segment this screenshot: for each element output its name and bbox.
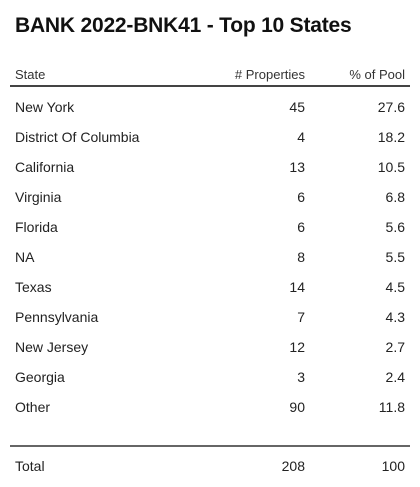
total-pool: 100: [381, 458, 405, 474]
table-row: Texas 14 4.5: [10, 273, 410, 303]
properties-cell: 13: [289, 159, 305, 175]
properties-cell: 8: [297, 249, 305, 265]
table-row: Florida 6 5.6: [10, 213, 410, 243]
header-pool: % of Pool: [349, 67, 405, 82]
table-body: New York 45 27.6 District Of Columbia 4 18.2 C…: [10, 87, 410, 423]
properties-cell: 6: [297, 189, 305, 205]
properties-cell: 7: [297, 309, 305, 325]
states-table: State # Properties % of Pool New York 45 2…: [10, 64, 410, 423]
table-row: Other 90 11.8: [10, 393, 410, 423]
table-header-row: State # Properties % of Pool: [10, 64, 410, 87]
state-cell: California: [15, 159, 75, 175]
state-cell: Pennsylvania: [15, 309, 99, 325]
total-divider: [10, 445, 410, 447]
table-row: NA 8 5.5: [10, 243, 410, 273]
total-properties: 208: [281, 458, 305, 474]
pool-cell: 11.8: [378, 399, 405, 415]
properties-cell: 14: [289, 279, 305, 295]
properties-cell: 6: [297, 219, 305, 235]
state-cell: Georgia: [15, 369, 65, 385]
table-row: New York 45 27.6: [10, 93, 410, 123]
properties-cell: 3: [297, 369, 305, 385]
header-state: State: [15, 67, 46, 82]
pool-cell: 5.6: [385, 219, 405, 235]
table-row: Pennsylvania 7 4.3: [10, 303, 410, 333]
pool-cell: 6.8: [385, 189, 405, 205]
chart-title: BANK 2022-BNK41 - Top 10 States: [15, 14, 352, 37]
pool-cell: 4.5: [385, 279, 405, 295]
pool-cell: 5.5: [385, 249, 405, 265]
pool-cell: 10.5: [377, 159, 405, 175]
pool-cell: 4.3: [385, 309, 405, 325]
table-row: District Of Columbia 4 18.2: [10, 123, 410, 153]
properties-cell: 45: [289, 99, 305, 115]
pool-cell: 2.4: [385, 369, 405, 385]
table-row: Georgia 3 2.4: [10, 363, 410, 393]
pool-cell: 18.2: [377, 129, 405, 145]
pool-cell: 2.7: [385, 339, 405, 355]
total-label: Total: [15, 458, 45, 474]
table-row: California 13 10.5: [10, 153, 410, 183]
state-cell: New Jersey: [15, 339, 89, 355]
state-cell: Texas: [15, 279, 52, 295]
total-row: Total 208 100: [10, 457, 410, 479]
table-row: New Jersey 12 2.7: [10, 333, 410, 363]
header-properties: # Properties: [234, 67, 305, 82]
state-cell: Florida: [15, 219, 58, 235]
properties-cell: 12: [289, 339, 305, 355]
state-cell: NA: [15, 249, 35, 265]
state-cell: District Of Columbia: [15, 129, 140, 145]
table-row: Virginia 6 6.8: [10, 183, 410, 213]
pool-cell: 27.6: [377, 99, 405, 115]
state-cell: Virginia: [15, 189, 62, 205]
properties-cell: 90: [289, 399, 305, 415]
state-cell: New York: [15, 99, 75, 115]
properties-cell: 4: [297, 129, 305, 145]
state-cell: Other: [15, 399, 51, 415]
